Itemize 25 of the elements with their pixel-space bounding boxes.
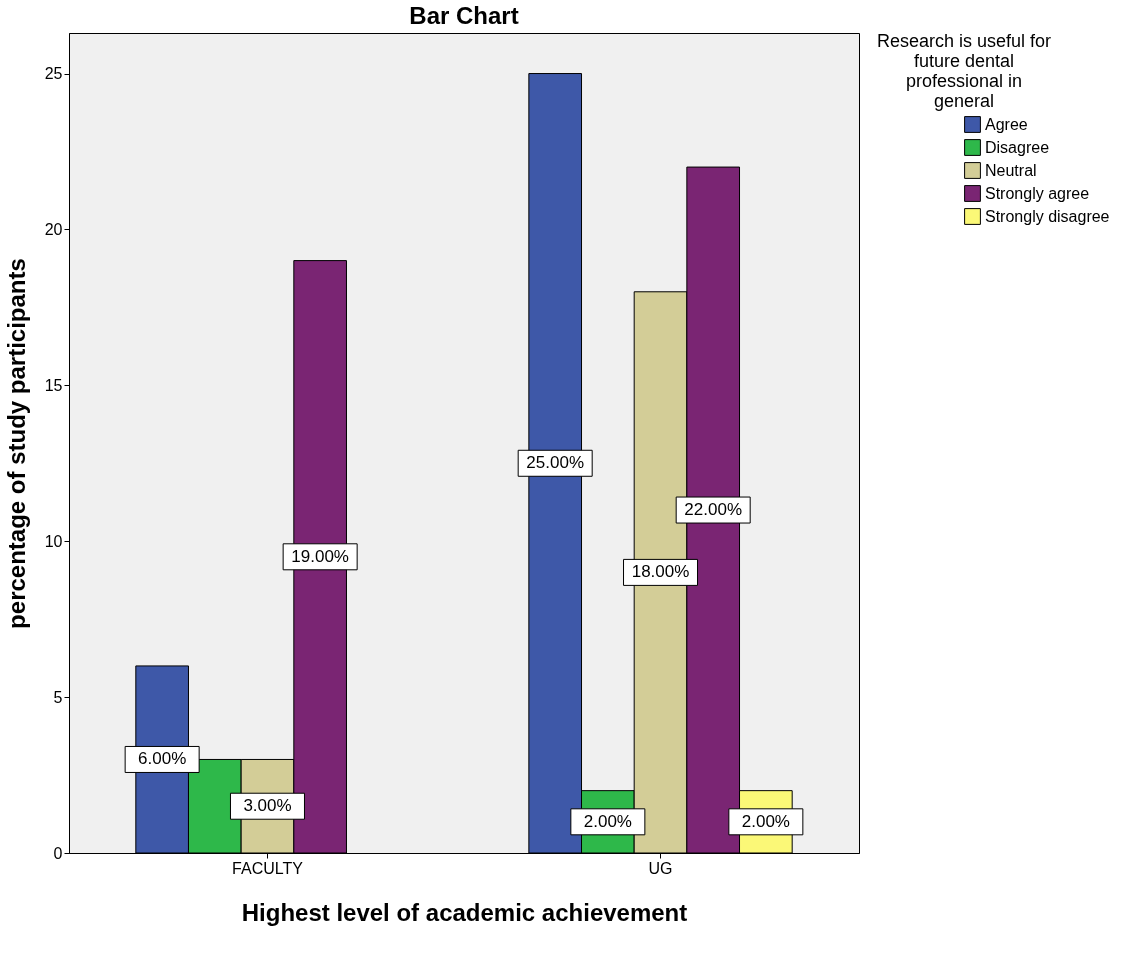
y-tick-label: 20 [44,220,63,238]
y-tick-label: 15 [44,376,63,394]
data-label: 25.00% [526,453,585,473]
data-label: 2.00% [583,811,632,831]
legend-label: Strongly disagree [985,207,1110,225]
y-axis-title: percentage of study participants [2,258,30,629]
chart-title: Bar Chart [409,2,519,29]
legend-label: Neutral [985,161,1037,179]
x-tick-label: FACULTY [232,859,304,877]
data-label: 19.00% [291,546,349,566]
data-label: 22.00% [684,500,743,520]
legend-label: Strongly agree [985,184,1090,202]
data-label: 6.00% [138,749,187,769]
legend-label: Agree [985,115,1028,133]
data-label: 18.00% [631,562,690,582]
legend-label: Disagree [985,138,1050,156]
data-label: 3.00% [243,796,292,816]
legend-title: Research is useful for future dental professional in general [876,31,1052,111]
y-tick-label: 10 [44,532,63,550]
y-tick-label: 25 [44,65,63,83]
y-tick-label: 0 [53,844,63,862]
x-axis-title: Highest level of academic achievement [241,898,688,926]
y-tick-label: 5 [53,688,63,706]
data-label: 2.00% [741,811,790,831]
x-tick-label: UG [648,859,673,877]
